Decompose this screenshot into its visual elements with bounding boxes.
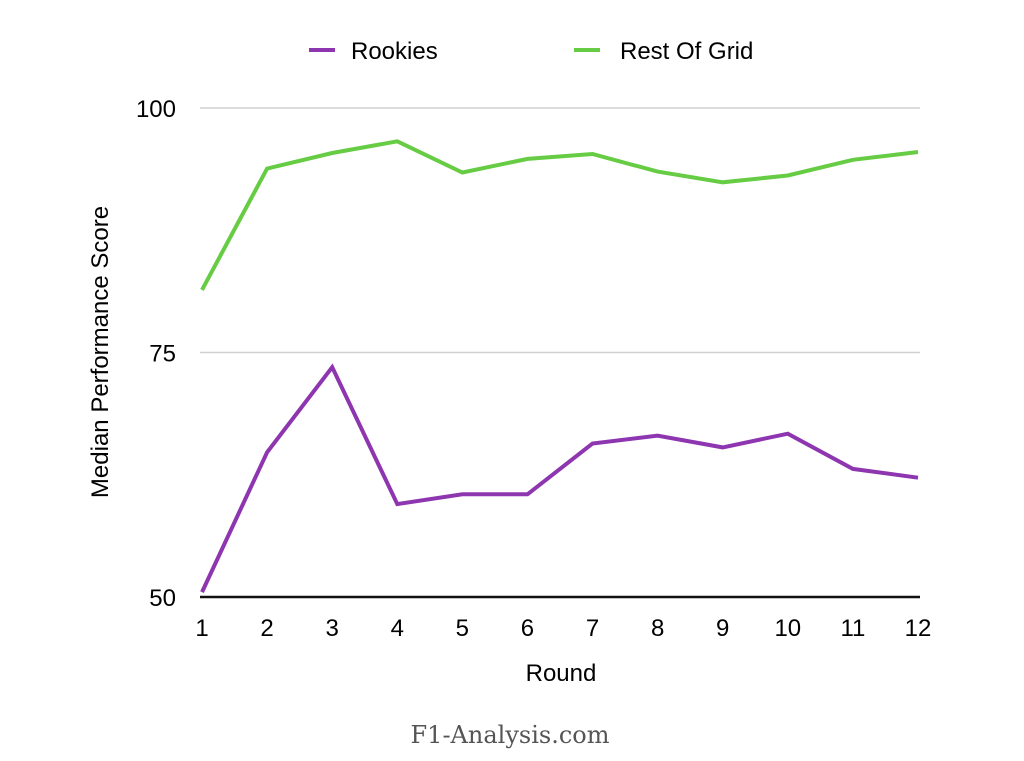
x-axis-label: Round (526, 660, 597, 687)
x-tick-label: 6 (521, 615, 534, 642)
y-tick-label: 75 (149, 341, 176, 368)
legend-label: Rookies (351, 38, 438, 65)
legend-item: Rookies (309, 38, 438, 65)
x-tick-label: 10 (774, 615, 801, 642)
x-tick-label: 7 (586, 615, 599, 642)
legend-label: Rest Of Grid (620, 38, 753, 65)
x-tick-label: 9 (716, 615, 729, 642)
gridlines (200, 107, 920, 599)
x-axis-ticks: 1 2 3 4 5 6 7 8 9 10 11 12 (195, 615, 931, 642)
x-tick-label: 1 (195, 615, 208, 642)
y-axis-ticks: 50 75 100 (136, 96, 176, 612)
x-tick-label: 5 (456, 615, 469, 642)
series-line-rookies (200, 363, 919, 593)
x-tick-label: 4 (391, 615, 404, 642)
x-tick-label: 8 (651, 615, 664, 642)
series-lines (200, 139, 919, 593)
legend: Rookies Rest Of Grid (309, 38, 753, 65)
x-tick-label: 3 (326, 615, 339, 642)
y-tick-label: 50 (149, 585, 176, 612)
watermark: F1-Analysis.com (411, 721, 610, 749)
legend-item: Rest Of Grid (574, 38, 753, 65)
x-tick-label: 12 (905, 615, 932, 642)
series-line-rest-of-grid (200, 139, 919, 291)
x-tick-label: 11 (840, 615, 865, 642)
y-tick-label: 100 (136, 96, 176, 123)
y-axis-label: Median Performance Score (87, 206, 114, 498)
x-tick-label: 2 (260, 615, 273, 642)
